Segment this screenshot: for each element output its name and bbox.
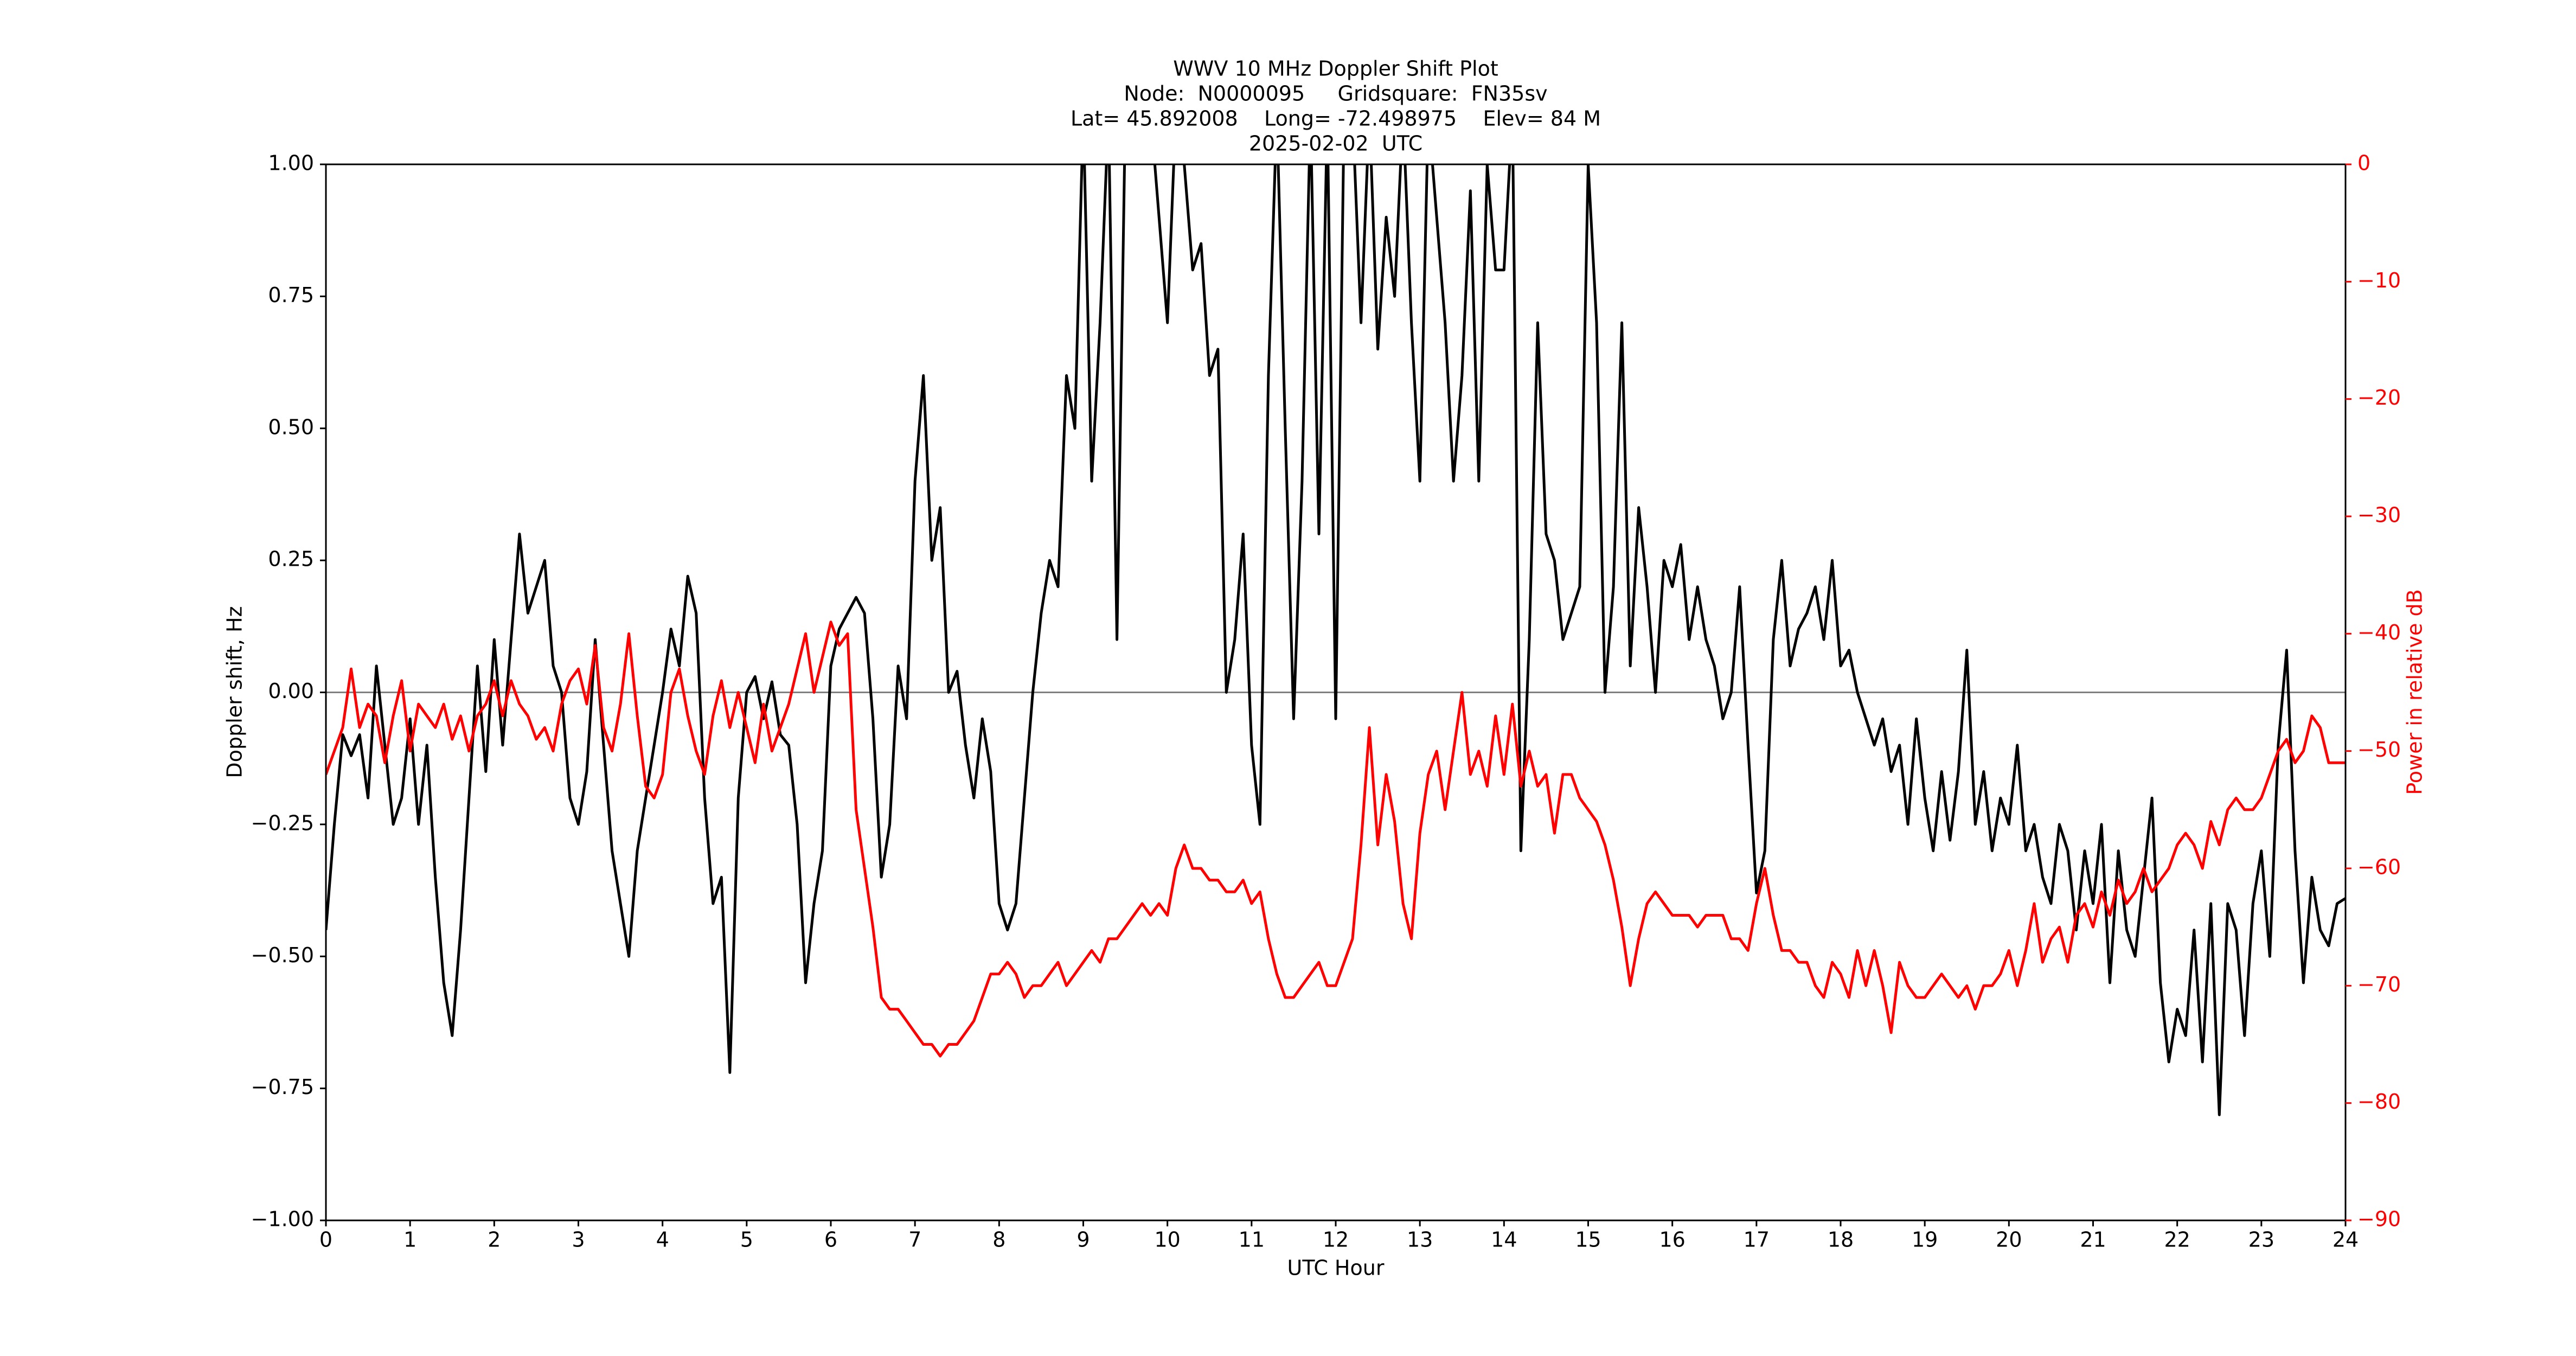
x-tick-label: 12	[1323, 1228, 1349, 1252]
y2-tick-label: −50	[2357, 738, 2401, 762]
y2-tick-label: −80	[2357, 1090, 2401, 1114]
x-tick-label: 8	[992, 1228, 1005, 1252]
y-tick-label: 0.75	[268, 283, 314, 307]
x-tick-label: 5	[740, 1228, 753, 1252]
y2-axis-label: Power in relative dB	[2403, 589, 2427, 795]
x-tick-label: 11	[1239, 1228, 1265, 1252]
title-line: 2025-02-02 UTC	[1249, 132, 1422, 156]
plot-area	[326, 164, 2346, 1116]
y2-tick-label: 0	[2357, 151, 2370, 175]
y2-tick-label: −60	[2357, 855, 2401, 879]
axes: 0 1 2 3 4 5 6 7 8 9 10 11 12 13 14 15 16 17 18 19 20 21 22 23 24…	[251, 151, 2401, 1252]
x-tick-label: 20	[1996, 1228, 2022, 1252]
y2-tick-label: −10	[2357, 268, 2401, 292]
x-tick-label: 0	[319, 1228, 332, 1252]
y-tick-label: −0.25	[251, 811, 314, 835]
x-tick-label: 13	[1407, 1228, 1433, 1252]
y-tick-label: 0.50	[268, 415, 314, 439]
x-tick-label: 16	[1659, 1228, 1685, 1252]
title-line: Node: N0000095 Gridsquare: FN35sv	[1124, 82, 1547, 106]
title-line: Lat= 45.892008 Long= -72.498975 Elev= 84…	[1071, 107, 1601, 131]
y-tick-label: −1.00	[251, 1207, 314, 1231]
y-tick-label: −0.50	[251, 943, 314, 967]
x-tick-label: 6	[824, 1228, 837, 1252]
y2-tick-label: −90	[2357, 1207, 2401, 1231]
x-tick-label: 2	[488, 1228, 501, 1252]
x-axis-label: UTC Hour	[1287, 1256, 1385, 1280]
x-tick-label: 9	[1076, 1228, 1090, 1252]
title-line: WWV 10 MHz Doppler Shift Plot	[1173, 57, 1498, 81]
x-tick-label: 19	[1912, 1228, 1938, 1252]
y-tick-label: 1.00	[268, 151, 314, 175]
x-tick-label: 17	[1744, 1228, 1770, 1252]
x-tick-label: 22	[2164, 1228, 2190, 1252]
x-tick-label: 7	[908, 1228, 921, 1252]
y2-tick-label: −70	[2357, 973, 2401, 996]
y2-tick-label: −40	[2357, 621, 2401, 644]
x-tick-label: 14	[1491, 1228, 1517, 1252]
y2-tick-label: −30	[2357, 503, 2401, 527]
x-tick-label: 15	[1575, 1228, 1601, 1252]
x-tick-label: 18	[1828, 1228, 1854, 1252]
x-tick-label: 1	[403, 1228, 416, 1252]
y-tick-label: 0.00	[268, 679, 314, 703]
series-line	[326, 621, 2346, 1058]
x-tick-label: 23	[2248, 1228, 2274, 1252]
series-line	[326, 164, 2346, 1116]
x-tick-label: 3	[572, 1228, 585, 1252]
y-tick-label: −0.75	[251, 1075, 314, 1099]
x-tick-label: 4	[656, 1228, 669, 1252]
y-tick-label: 0.25	[268, 547, 314, 571]
x-tick-label: 24	[2333, 1228, 2359, 1252]
x-tick-label: 21	[2080, 1228, 2106, 1252]
y2-tick-label: −20	[2357, 386, 2401, 410]
y-axis-label: Doppler shift, Hz	[223, 606, 247, 778]
x-tick-label: 10	[1154, 1228, 1180, 1252]
